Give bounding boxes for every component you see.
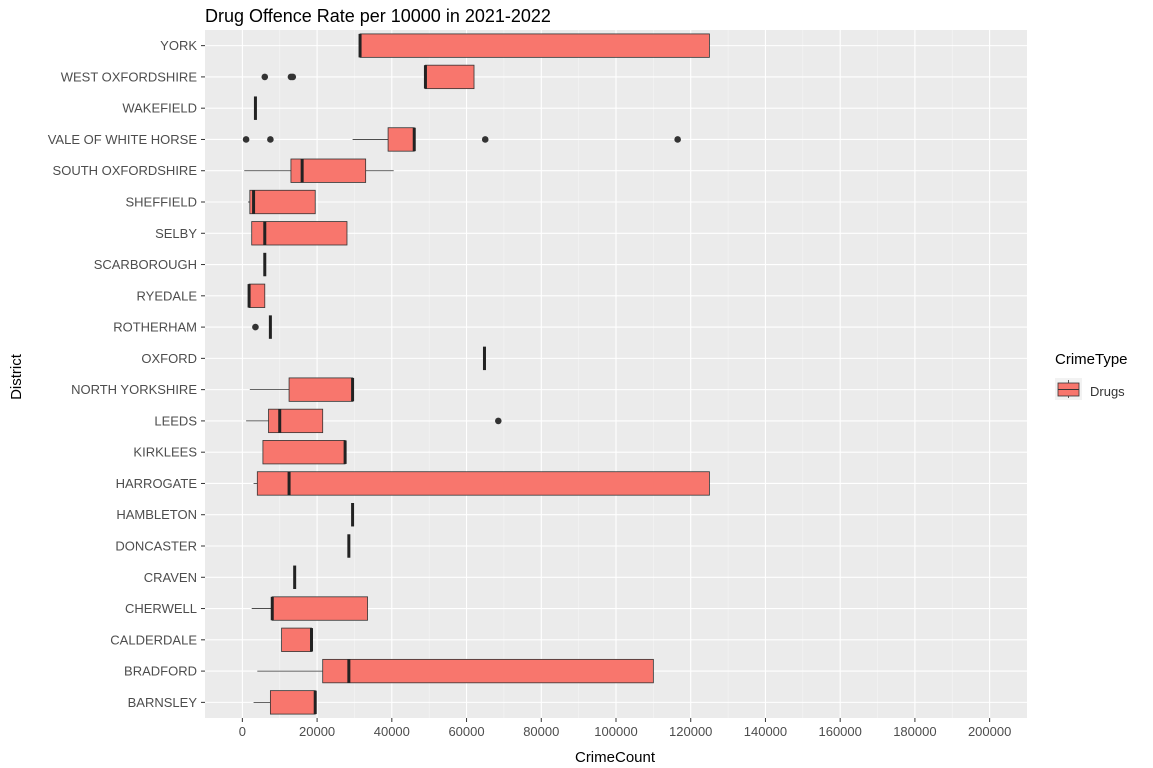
outlier-point [481, 136, 489, 143]
legend: CrimeType Drugs [1055, 351, 1128, 400]
box-iqr [271, 596, 368, 621]
box-south-oxfordshire [244, 158, 394, 183]
x-tick-label: 0 [239, 724, 246, 739]
box-iqr [269, 690, 316, 715]
x-tick-label: 60000 [448, 724, 484, 739]
y-tick-label: WEST OXFORDSHIRE [61, 69, 198, 84]
box-iqr [249, 189, 316, 215]
box-calderdale [281, 627, 313, 652]
y-tick-label: CRAVEN [144, 570, 197, 585]
box-iqr [387, 127, 415, 152]
x-axis-title: CrimeCount [575, 749, 656, 766]
box-harrogate [253, 471, 710, 496]
y-tick-label: DONCASTER [115, 539, 197, 554]
x-tick-label: 200000 [968, 724, 1011, 739]
outlier-point [242, 136, 250, 143]
y-tick-label: CALDERDALE [110, 632, 197, 647]
outlier-point [495, 417, 502, 425]
outlier-point [267, 136, 274, 143]
legend-title: CrimeType [1055, 351, 1128, 368]
x-tick-label: 120000 [669, 724, 712, 739]
box-kirklees [262, 440, 347, 465]
x-tick-label: 40000 [374, 724, 410, 739]
box-barnsley [253, 690, 317, 715]
x-tick-label: 80000 [523, 724, 559, 739]
box-iqr [322, 658, 654, 684]
box-iqr [290, 158, 367, 183]
boxes-layer [242, 33, 710, 715]
y-tick-label: NORTH YORKSHIRE [71, 382, 197, 397]
box-iqr [256, 471, 710, 496]
outlier-point [289, 73, 297, 81]
y-tick-label: CHERWELL [125, 601, 197, 616]
x-tick-label: 100000 [594, 724, 637, 739]
box-iqr [281, 627, 312, 652]
y-tick-label: WAKEFIELD [122, 101, 197, 116]
y-tick-label: SHEFFIELD [125, 195, 197, 210]
y-tick-label: BRADFORD [124, 664, 197, 679]
box-iqr [262, 440, 346, 465]
y-tick-label: HAMBLETON [116, 507, 197, 522]
box-vale-of-white-horse [242, 127, 681, 152]
y-tick-label: SELBY [155, 226, 197, 241]
box-west-oxfordshire [261, 64, 475, 90]
outlier-point [261, 73, 269, 81]
box-iqr [248, 283, 266, 308]
legend-label-drugs: Drugs [1090, 384, 1125, 399]
y-tick-label: OXFORD [141, 351, 197, 366]
y-tick-label: SCARBOROUGH [94, 257, 197, 272]
box-iqr [359, 33, 710, 58]
outlier-point [674, 136, 681, 143]
box-iqr [425, 64, 475, 90]
y-tick-label: HARROGATE [116, 476, 198, 491]
y-axis: YORK WEST OXFORDSHIRE WAKEFIELD VALE OF WHI… [48, 38, 205, 710]
box-ryedale [247, 283, 266, 308]
box-iqr [251, 221, 348, 246]
box-leeds [246, 408, 502, 434]
y-axis-title: District [8, 353, 25, 400]
box-rotherham [252, 315, 272, 339]
y-tick-label: BARNSLEY [128, 695, 198, 710]
box-selby [251, 221, 348, 246]
box-york [358, 33, 710, 58]
y-tick-label: LEEDS [154, 413, 197, 428]
outlier-point [252, 323, 259, 331]
y-tick-label: YORK [160, 38, 197, 53]
box-bradford [257, 658, 654, 684]
y-tick-label: VALE OF WHITE HORSE [48, 132, 198, 147]
box-north-yorkshire [249, 377, 355, 402]
x-tick-label: 20000 [299, 724, 335, 739]
y-tick-label: SOUTH OXFORDSHIRE [53, 163, 198, 178]
x-tick-label: 180000 [893, 724, 936, 739]
x-tick-label: 140000 [744, 724, 787, 739]
box-sheffield [247, 189, 316, 215]
y-tick-label: KIRKLEES [133, 445, 197, 460]
y-tick-label: RYEDALE [137, 288, 198, 303]
box-cherwell [251, 596, 368, 621]
y-tick-label: ROTHERHAM [113, 320, 197, 335]
x-axis: 0 20000 40000 60000 80000 100000 120000 140000 1… [239, 718, 1011, 739]
x-tick-label: 160000 [818, 724, 861, 739]
box-iqr [268, 408, 324, 434]
box-iqr [288, 377, 353, 402]
chart-title: Drug Offence Rate per 10000 in 2021-2022 [205, 6, 551, 26]
